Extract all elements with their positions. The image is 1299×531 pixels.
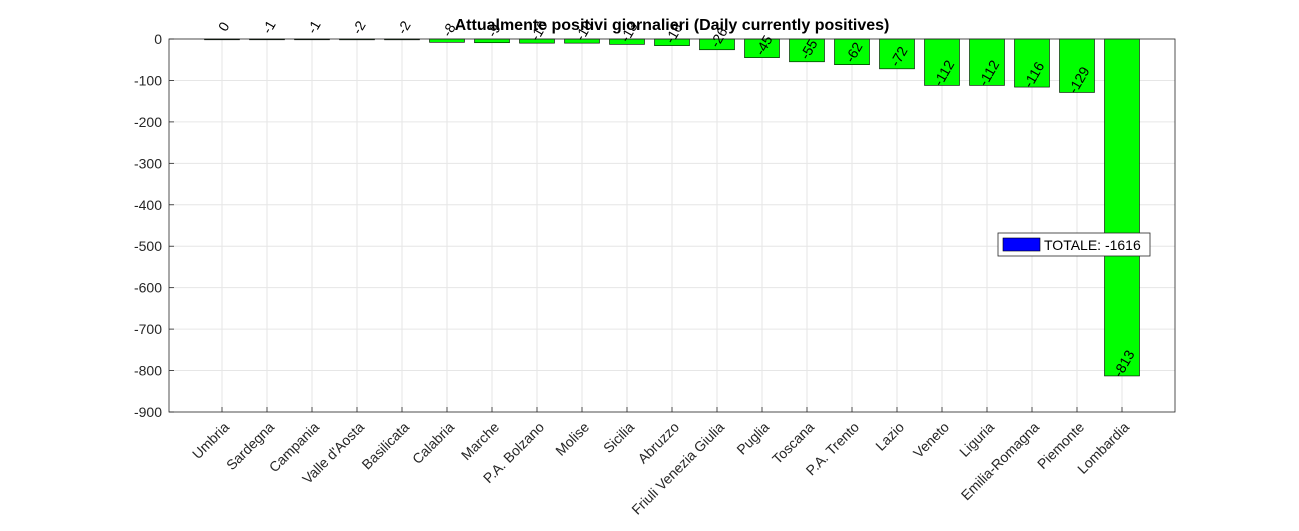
bar-emilia-romagna — [1014, 38, 1050, 88]
data-label: -1 — [304, 17, 324, 36]
y-tick-label: -300 — [134, 155, 162, 171]
y-tick-label: -200 — [134, 114, 162, 130]
grid — [169, 38, 1175, 413]
x-tick-label: Liguria — [956, 419, 997, 460]
y-tick-label: -600 — [134, 280, 162, 296]
x-tick-label: Calabria — [409, 419, 457, 467]
bar-p-a-trento — [834, 38, 870, 65]
x-tick-label: Marche — [458, 419, 502, 463]
chart-title: Attualmente positivi giornalieri (Daily … — [455, 17, 890, 34]
bar-lombardia — [1104, 38, 1140, 377]
legend-entry-label: TOTALE: -1616 — [1044, 237, 1141, 253]
y-tick-label: 0 — [154, 31, 162, 47]
y-tick-label: -900 — [134, 404, 162, 420]
y-tick-label: -800 — [134, 363, 162, 379]
bar-calabria — [429, 38, 465, 43]
x-tick-label: Molise — [552, 419, 592, 459]
bar-lazio — [879, 38, 915, 70]
data-label: 0 — [215, 19, 233, 34]
y-tick-label: -500 — [134, 238, 162, 254]
x-tick-label: Emilia-Romagna — [958, 419, 1043, 504]
y-tick-label: -100 — [134, 72, 162, 88]
x-tick-label: Basilicata — [358, 419, 412, 473]
bar-veneto — [924, 38, 960, 86]
y-axis-ticks: 0 -100 -200 -300 -400 -500 -600 -700 -800 -900 — [134, 31, 174, 420]
legend-swatch — [1002, 237, 1041, 252]
y-tick-label: -700 — [134, 321, 162, 337]
bar-marche — [474, 38, 510, 44]
y-tick-label: -400 — [134, 197, 162, 213]
x-tick-label: Puglia — [733, 419, 772, 458]
bar-liguria — [969, 38, 1005, 86]
x-tick-label: Veneto — [910, 419, 952, 461]
data-label: -1 — [259, 17, 279, 36]
data-label: -2 — [394, 18, 414, 37]
data-label: -2 — [349, 18, 369, 37]
x-tick-label: Lazio — [872, 419, 907, 454]
legend: TOTALE: -1616 — [997, 232, 1151, 257]
bar-piemonte — [1059, 38, 1095, 93]
x-tick-label: Umbria — [189, 419, 232, 462]
x-tick-label: Sicilia — [600, 419, 637, 456]
bars — [204, 38, 1140, 377]
